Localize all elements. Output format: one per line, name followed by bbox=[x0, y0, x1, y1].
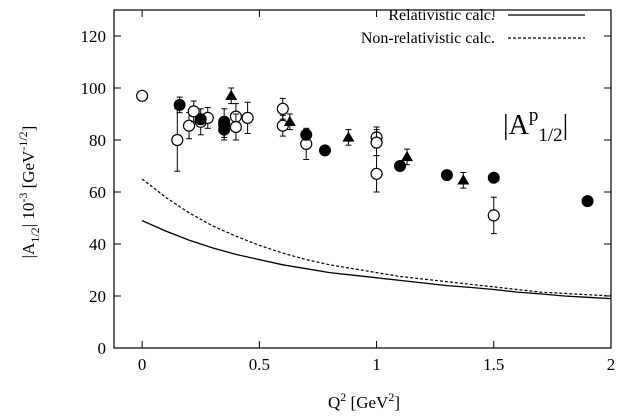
filled-circle-point bbox=[194, 113, 207, 126]
filled-circle-point bbox=[487, 171, 500, 184]
relativistic-curve bbox=[141, 220, 612, 300]
y-tick-label: 120 bbox=[81, 27, 107, 46]
open-circle-point bbox=[370, 167, 383, 180]
legend-label-relativistic: Relativistic calc. bbox=[388, 7, 495, 24]
filled-circle-point bbox=[318, 144, 331, 157]
x-tick-label: 2 bbox=[607, 355, 616, 374]
open-circle-point bbox=[187, 105, 200, 118]
legend-label-nonrelativistic: Non-relativistic calc. bbox=[361, 30, 495, 47]
legend: Relativistic calc. Non-relativistic calc… bbox=[361, 7, 585, 47]
open-circle-point bbox=[229, 120, 243, 134]
y-tick-label: 80 bbox=[89, 131, 106, 150]
filled-triangle-point bbox=[401, 150, 414, 162]
y-tick-label: 0 bbox=[98, 339, 107, 358]
open-circle-point bbox=[487, 209, 500, 222]
nonrelativistic-curve bbox=[141, 178, 612, 297]
y-tick-label: 40 bbox=[89, 235, 106, 254]
x-tick-label: 0.5 bbox=[249, 355, 270, 374]
y-tick-label: 20 bbox=[89, 287, 106, 306]
open-circle-point bbox=[182, 119, 196, 132]
data-points bbox=[136, 87, 594, 235]
open-circle-point bbox=[241, 111, 254, 125]
filled-circle-point bbox=[394, 160, 407, 172]
open-circle-point bbox=[136, 89, 149, 102]
y-axis-label: |A1/2| 10-3 [GeV-1/2] bbox=[16, 126, 42, 259]
x-axis-label: Q2 [GeV2] bbox=[328, 390, 400, 412]
filled-circle-point bbox=[218, 123, 231, 136]
chart-annotation: |Ap1/2| bbox=[503, 105, 568, 146]
x-tick-label: 0 bbox=[138, 355, 147, 374]
model-curves bbox=[141, 178, 612, 300]
y-tick-label: 100 bbox=[81, 79, 107, 98]
open-circle-point bbox=[171, 133, 184, 147]
plot-frame bbox=[113, 9, 612, 349]
plot-area bbox=[113, 9, 612, 349]
filled-circle-point bbox=[300, 128, 313, 141]
filled-triangle-point bbox=[457, 174, 470, 185]
filled-circle-point bbox=[173, 98, 186, 111]
x-tick-label: 1 bbox=[372, 355, 381, 374]
filled-triangle-point bbox=[225, 89, 238, 100]
y-tick-label: 60 bbox=[89, 183, 106, 202]
filled-triangle-point bbox=[283, 115, 296, 126]
open-circle-point bbox=[370, 136, 383, 149]
filled-circle-point bbox=[581, 195, 594, 208]
filled-triangle-point bbox=[342, 131, 355, 142]
filled-circle-point bbox=[440, 169, 453, 182]
x-tick-label: 1.5 bbox=[483, 355, 504, 374]
open-circle-point bbox=[276, 102, 289, 115]
